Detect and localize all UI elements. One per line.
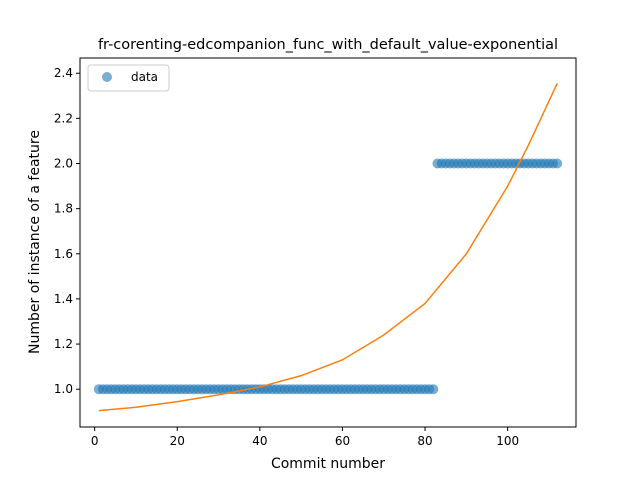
- y-tick-label: 1.6: [54, 247, 73, 261]
- legend-marker-data: [102, 72, 112, 82]
- chart-title: fr-corenting-edcompanion_func_with_defau…: [98, 37, 558, 53]
- legend: data: [87, 64, 170, 92]
- data-point: [428, 384, 439, 395]
- y-tick-label: 2.2: [54, 111, 73, 125]
- data-point: [552, 158, 563, 169]
- axis-ticks: 0 20 40 60 80 100 1.0 1.2 1.4 1.6 1.8 2.0 2.2 2.4: [54, 66, 519, 448]
- y-tick-label: 2.0: [54, 157, 73, 171]
- y-tick-label: 2.4: [54, 66, 73, 80]
- x-axis-label: Commit number: [271, 456, 385, 472]
- legend-label-data: data: [131, 70, 158, 84]
- x-tick-label: 60: [335, 434, 350, 448]
- x-tick-label: 40: [252, 434, 267, 448]
- fit-line: [98, 83, 558, 412]
- x-tick-label: 80: [417, 434, 432, 448]
- y-axis-label: Number of instance of a feature: [27, 130, 43, 354]
- y-tick-label: 1.0: [54, 382, 73, 396]
- plot-area: [93, 83, 563, 412]
- legend-box: [87, 64, 170, 92]
- y-tick-label: 1.8: [54, 202, 73, 216]
- plot-frame: [79, 57, 577, 428]
- x-tick-label: 20: [170, 434, 185, 448]
- y-tick-label: 1.4: [54, 292, 73, 306]
- x-tick-label: 0: [91, 434, 99, 448]
- x-tick-label: 100: [496, 434, 519, 448]
- y-tick-label: 1.2: [54, 337, 73, 351]
